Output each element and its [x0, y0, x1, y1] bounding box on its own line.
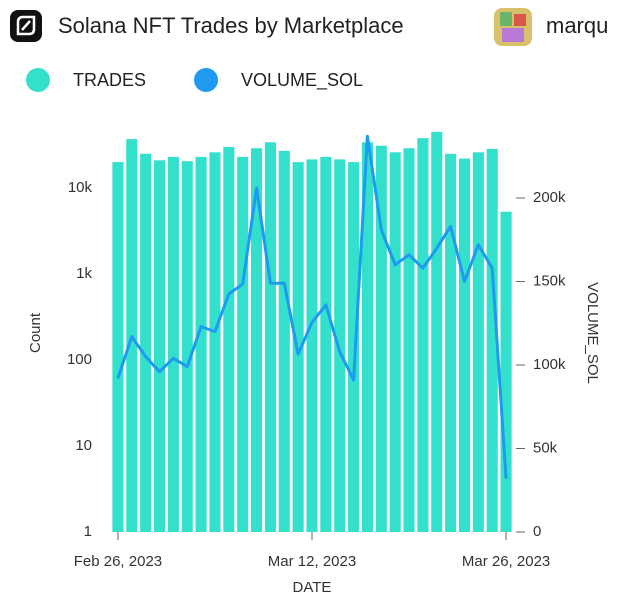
app-logo: [10, 10, 42, 42]
bar: [375, 145, 387, 532]
y2-tick-label: 50k: [533, 439, 558, 456]
user-name[interactable]: marqu: [546, 13, 608, 38]
legend-swatch: [26, 68, 50, 92]
bar: [500, 211, 512, 532]
legend-label: TRADES: [73, 70, 146, 90]
bar: [431, 131, 443, 532]
bar: [251, 148, 263, 532]
user-avatar[interactable]: [494, 8, 532, 46]
x-tick-label: Mar 12, 2023: [268, 553, 356, 570]
y2-tick-label: 0: [533, 523, 541, 540]
bar: [389, 152, 401, 532]
y-axis-label: Count: [27, 312, 44, 353]
bar: [445, 153, 457, 532]
bar: [458, 158, 471, 533]
y-tick-label: 1: [84, 523, 92, 540]
bar: [223, 146, 235, 532]
bar: [181, 161, 193, 533]
bar: [320, 156, 332, 532]
x-tick-label: Mar 26, 2023: [462, 553, 550, 570]
y2-tick-label: 100k: [533, 356, 566, 373]
bar: [278, 150, 290, 532]
bar: [153, 160, 166, 533]
bar: [237, 156, 249, 532]
bar: [209, 152, 221, 532]
bar: [348, 162, 360, 532]
legend-swatch: [194, 68, 219, 92]
bar: [140, 153, 152, 532]
y-tick-label: 10: [75, 437, 92, 454]
y-tick-label: 1k: [76, 265, 92, 282]
bar: [334, 159, 346, 533]
legend-label: VOLUME_SOL: [241, 70, 363, 91]
x-axis-label: DATE: [293, 579, 332, 596]
bar: [306, 159, 318, 533]
bar: [417, 138, 429, 532]
y-tick-label: 10k: [68, 179, 93, 196]
bar: [403, 148, 415, 532]
x-tick-label: Feb 26, 2023: [74, 553, 162, 570]
bar: [167, 156, 179, 532]
bar: [472, 152, 484, 532]
chart-title: Solana NFT Trades by Marketplace: [58, 13, 404, 38]
y2-tick-label: 150k: [533, 272, 566, 289]
y2-axis-label: VOLUME_SOL: [584, 282, 601, 384]
y2-tick-label: 200k: [533, 189, 566, 206]
bar: [195, 156, 207, 532]
bar: [264, 142, 276, 532]
bar: [112, 162, 124, 532]
bar: [486, 148, 498, 532]
bar: [361, 142, 373, 532]
line: [116, 134, 508, 479]
y-tick-label: 100: [67, 351, 92, 368]
